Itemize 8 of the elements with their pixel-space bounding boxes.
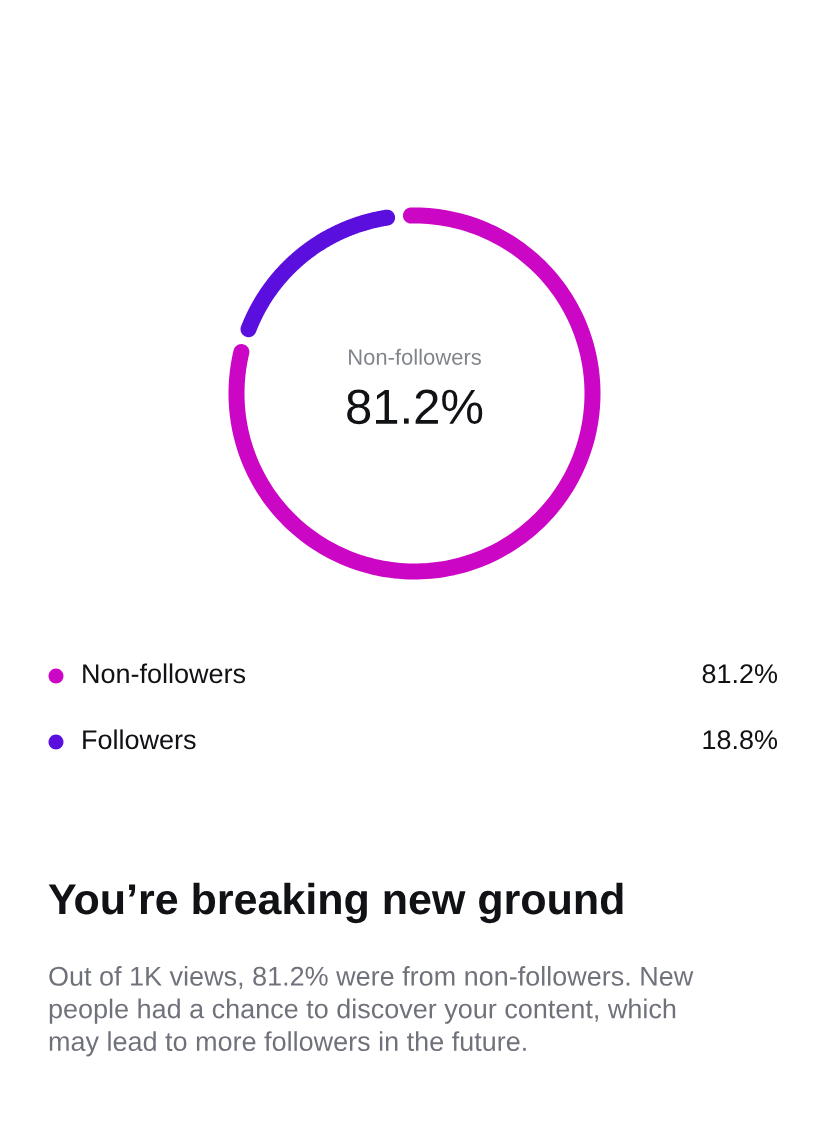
text: 81.2%: [702, 664, 778, 684]
data-label: 18.8%: [703, 730, 778, 750]
legend-label: Non-followers: [83, 663, 246, 684]
text: You’re breaking new ground: [48, 882, 623, 924]
text: Out of 1K views, 81.2% were from non-followers. New people had a chance to discover your content, which may lead to more followers in the future.: [49, 966, 694, 1057]
legend-label: Followers: [83, 729, 196, 750]
slice-label: Non-followers: [349, 348, 481, 365]
data-label: 81.2%: [347, 389, 483, 425]
